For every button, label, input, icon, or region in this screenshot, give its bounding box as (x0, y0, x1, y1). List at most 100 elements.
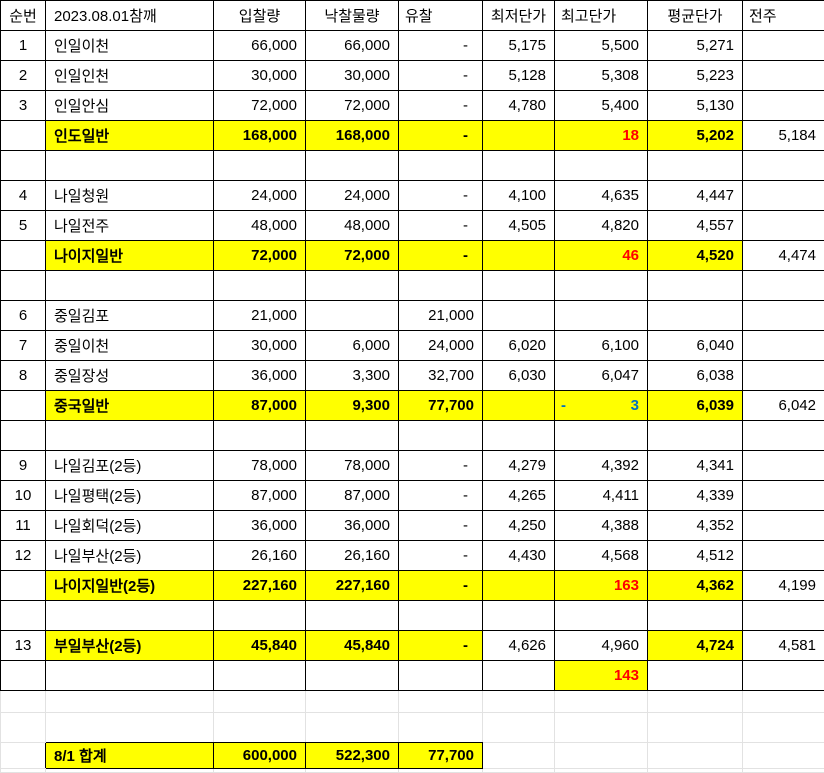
cell-avg[interactable]: 4,362 (647, 570, 743, 601)
cell-fail[interactable]: - (398, 30, 483, 61)
cell-prev[interactable]: 4,474 (742, 240, 824, 271)
cell-no[interactable]: 6 (0, 300, 46, 331)
cell-fail[interactable]: - (398, 630, 483, 661)
cell-name[interactable]: 인도일반 (45, 120, 214, 151)
cell-fail[interactable]: - (398, 570, 483, 601)
cell-no[interactable] (0, 742, 46, 769)
cell-bid[interactable]: 30,000 (213, 330, 306, 361)
cell-max[interactable] (554, 600, 648, 631)
column-header-avg[interactable]: 평균단가 (647, 0, 743, 31)
cell-bid[interactable]: 36,000 (213, 360, 306, 391)
cell-prev[interactable] (742, 480, 824, 511)
cell-fail[interactable]: 32,700 (398, 360, 483, 391)
cell-prev[interactable]: 6,042 (742, 390, 824, 421)
cell-name[interactable] (45, 600, 214, 631)
column-header-max[interactable]: 최고단가 (554, 0, 648, 31)
cell-bid[interactable]: 66,000 (213, 30, 306, 61)
cell-no[interactable] (0, 768, 46, 773)
cell-bid[interactable]: 21,000 (213, 300, 306, 331)
cell-won[interactable]: 26,160 (305, 540, 399, 571)
cell-prev[interactable]: 5,184 (742, 120, 824, 151)
cell-no[interactable] (0, 712, 46, 743)
cell-min[interactable]: 4,250 (482, 510, 555, 541)
cell-bid[interactable] (213, 150, 306, 181)
cell-min[interactable] (482, 712, 555, 743)
cell-min[interactable] (482, 390, 555, 421)
cell-no[interactable]: 2 (0, 60, 46, 91)
cell-min[interactable] (482, 690, 555, 713)
cell-no[interactable] (0, 390, 46, 421)
cell-no[interactable]: 9 (0, 450, 46, 481)
cell-min[interactable] (482, 300, 555, 331)
cell-name[interactable] (45, 660, 214, 691)
cell-min[interactable]: 5,128 (482, 60, 555, 91)
cell-fail[interactable] (398, 660, 483, 691)
cell-max[interactable]: -3 (554, 390, 648, 421)
cell-prev[interactable] (742, 768, 824, 773)
cell-won[interactable] (305, 420, 399, 451)
cell-fail[interactable] (398, 150, 483, 181)
cell-bid[interactable]: 168,000 (213, 120, 306, 151)
cell-bid[interactable]: 78,000 (213, 450, 306, 481)
column-header-min[interactable]: 최저단가 (482, 0, 555, 31)
cell-min[interactable] (482, 600, 555, 631)
cell-avg[interactable]: 6,038 (647, 360, 743, 391)
cell-fail[interactable] (398, 420, 483, 451)
cell-fail[interactable]: - (398, 540, 483, 571)
cell-bid[interactable]: 600,000 (213, 742, 306, 769)
cell-fail[interactable]: 77,700 (398, 390, 483, 421)
cell-min[interactable]: 4,626 (482, 630, 555, 661)
cell-won[interactable]: 24,000 (305, 180, 399, 211)
cell-max[interactable]: 4,388 (554, 510, 648, 541)
cell-prev[interactable] (742, 150, 824, 181)
cell-fail[interactable]: - (398, 90, 483, 121)
cell-fail[interactable]: - (398, 180, 483, 211)
cell-no[interactable]: 7 (0, 330, 46, 361)
cell-prev[interactable] (742, 30, 824, 61)
cell-min[interactable] (482, 742, 555, 769)
column-header-fail[interactable]: 유찰 (398, 0, 483, 31)
cell-fail[interactable]: - (398, 240, 483, 271)
cell-max[interactable] (554, 150, 648, 181)
column-header-no[interactable]: 순번 (0, 0, 46, 31)
cell-bid[interactable]: 30,000 (213, 60, 306, 91)
cell-avg[interactable] (647, 768, 743, 773)
cell-prev[interactable] (742, 450, 824, 481)
cell-no[interactable]: 1 (0, 30, 46, 61)
cell-won[interactable]: 9,300 (305, 390, 399, 421)
cell-fail[interactable]: 21,000 (398, 300, 483, 331)
cell-name[interactable]: 인일인천 (45, 60, 214, 91)
cell-fail[interactable]: 77,700 (398, 742, 483, 769)
cell-prev[interactable] (742, 210, 824, 241)
cell-name[interactable] (45, 270, 214, 301)
cell-max[interactable]: 163 (554, 570, 648, 601)
cell-max[interactable]: 4,820 (554, 210, 648, 241)
cell-name[interactable]: 나이지일반(2등) (45, 570, 214, 601)
cell-won[interactable] (305, 690, 399, 713)
cell-max[interactable]: 4,635 (554, 180, 648, 211)
cell-max[interactable] (554, 420, 648, 451)
cell-max[interactable]: 6,100 (554, 330, 648, 361)
cell-max[interactable]: 4,411 (554, 480, 648, 511)
cell-bid[interactable]: 72,000 (213, 90, 306, 121)
cell-min[interactable] (482, 420, 555, 451)
cell-no[interactable] (0, 570, 46, 601)
cell-bid[interactable] (213, 600, 306, 631)
cell-won[interactable] (305, 768, 399, 773)
cell-avg[interactable]: 4,724 (647, 630, 743, 661)
cell-min[interactable] (482, 150, 555, 181)
cell-won[interactable]: 227,160 (305, 570, 399, 601)
cell-bid[interactable] (213, 690, 306, 713)
cell-min[interactable]: 4,430 (482, 540, 555, 571)
cell-max[interactable]: 5,308 (554, 60, 648, 91)
cell-max[interactable]: 5,400 (554, 90, 648, 121)
cell-won[interactable] (305, 270, 399, 301)
cell-avg[interactable]: 4,352 (647, 510, 743, 541)
cell-bid[interactable] (213, 768, 306, 773)
cell-prev[interactable]: 4,581 (742, 630, 824, 661)
cell-name[interactable]: 인일안심 (45, 90, 214, 121)
cell-no[interactable] (0, 120, 46, 151)
cell-won[interactable] (305, 712, 399, 743)
cell-min[interactable]: 6,030 (482, 360, 555, 391)
column-header-name[interactable]: 2023.08.01참깨 (45, 0, 214, 31)
